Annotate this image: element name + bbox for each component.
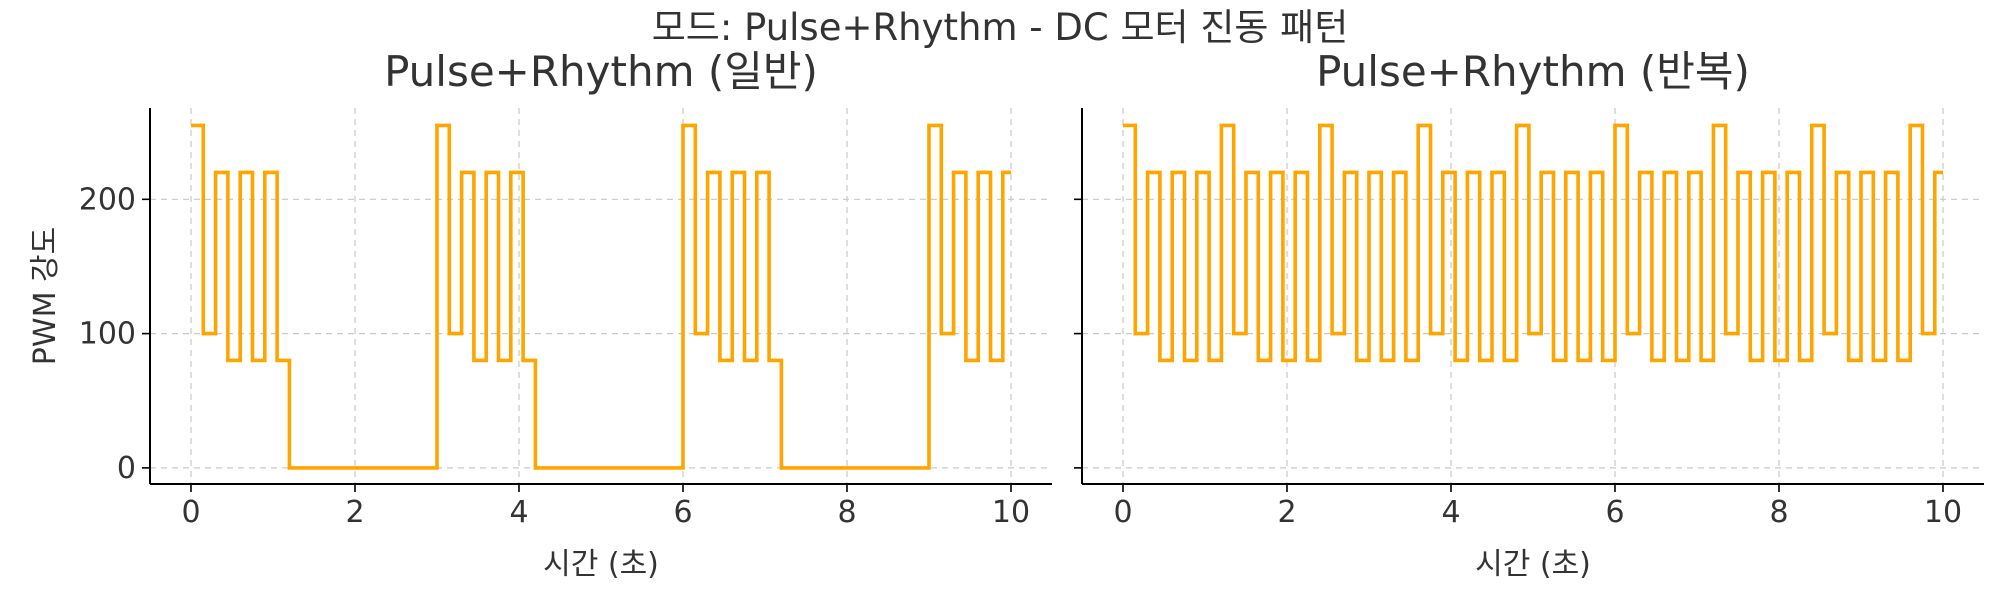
- x-tick-label: 8: [1769, 495, 1788, 530]
- x-tick-label: 4: [1441, 495, 1460, 530]
- series-line: [1123, 123, 1943, 363]
- x-tick-label: 4: [509, 495, 528, 530]
- x-tick-label: 0: [181, 495, 200, 530]
- x-tick-label: 10: [992, 495, 1030, 530]
- y-tick-label: 100: [79, 317, 136, 352]
- figure-suptitle: 모드: Pulse+Rhythm - DC 모터 진동 패턴: [652, 6, 1349, 49]
- chart-title: Pulse+Rhythm (반복): [1316, 47, 1750, 96]
- x-tick-label: 6: [673, 495, 692, 530]
- x-axis-label: 시간 (초): [1475, 547, 1591, 582]
- x-tick-label: 2: [1277, 495, 1296, 530]
- chart-title: Pulse+Rhythm (일반): [384, 47, 818, 96]
- y-tick-label: 200: [79, 182, 136, 217]
- x-tick-label: 0: [1113, 495, 1132, 530]
- y-tick-label: 0: [117, 451, 136, 486]
- x-axis-label: 시간 (초): [543, 547, 659, 582]
- series-line: [191, 123, 1011, 470]
- chart-panel-repeat: 0 2 4 6 8 10 Pulse+Rhythm (반복) 시간 (초): [1074, 47, 1984, 582]
- x-tick-label: 8: [837, 495, 856, 530]
- x-tick-label: 6: [1605, 495, 1624, 530]
- x-tick-label: 2: [345, 495, 364, 530]
- x-tick-label: 10: [1924, 495, 1962, 530]
- y-axis-label: PWM 강도: [28, 227, 63, 365]
